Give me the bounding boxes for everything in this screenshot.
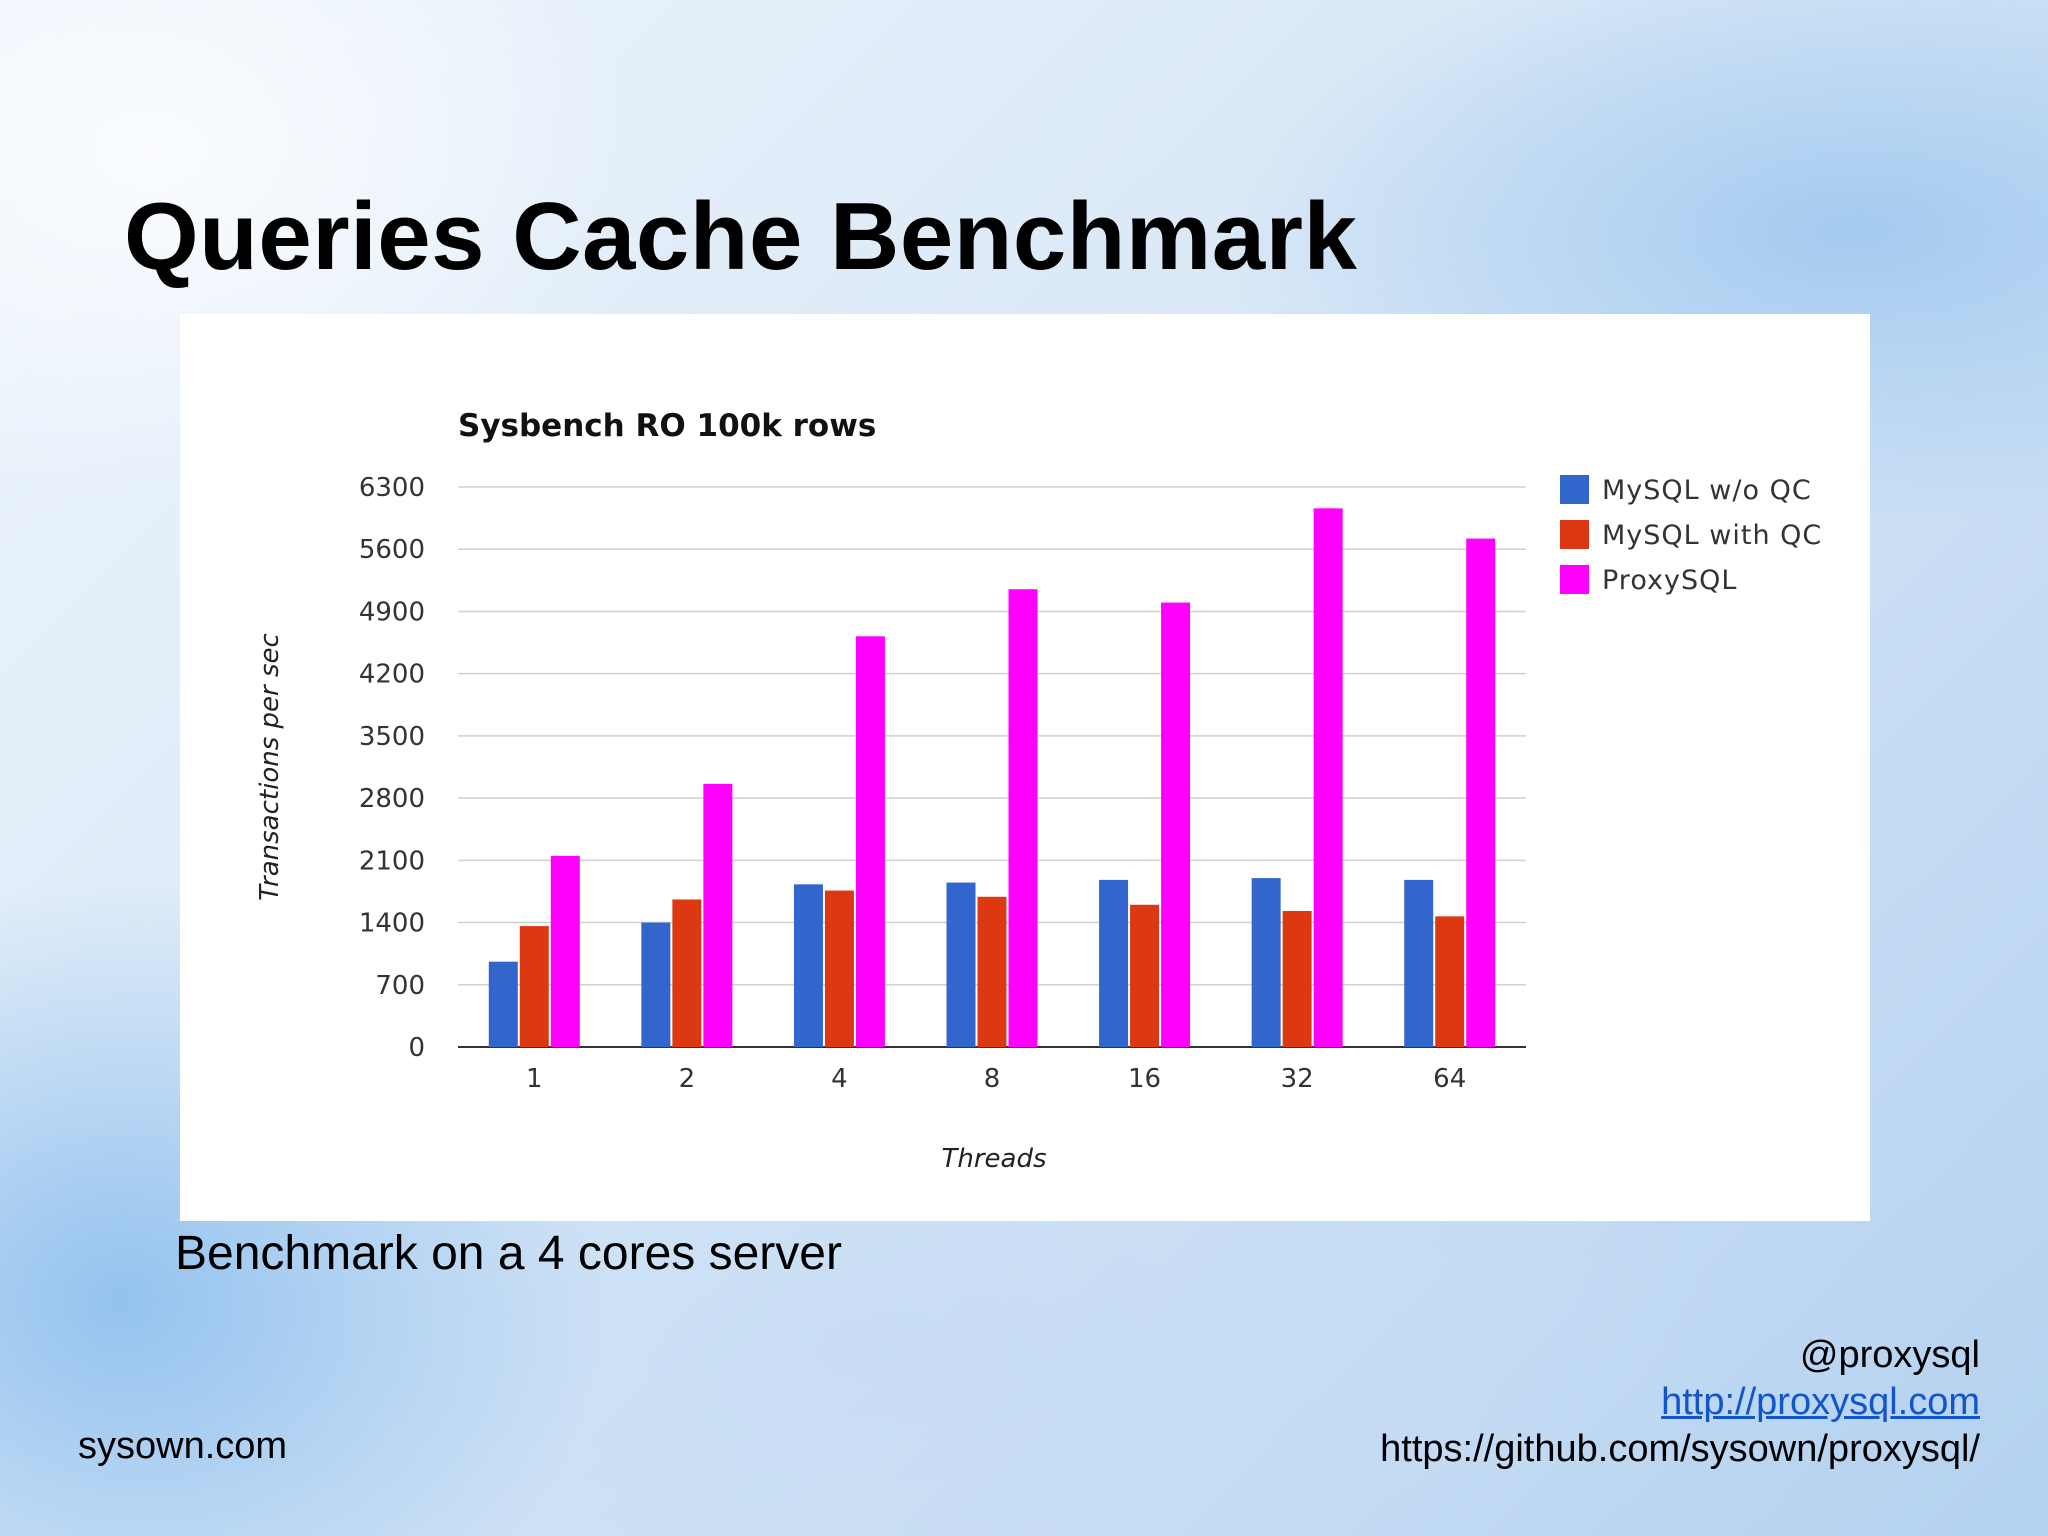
bar-proxysql-4	[855, 636, 885, 1047]
legend-swatch	[1560, 475, 1589, 504]
bar-mysql-with-qc-8	[977, 896, 1007, 1047]
bar-mysql-w-o-qc-32	[1251, 878, 1281, 1047]
footer-site: sysown.com	[78, 1425, 288, 1467]
bar-proxysql-16	[1161, 602, 1191, 1047]
x-tick-label: 8	[984, 1064, 1001, 1094]
bar-proxysql-64	[1466, 538, 1496, 1047]
gridlines	[458, 486, 1526, 1048]
twitter-handle: @proxysql	[1799, 1334, 1980, 1376]
y-tick-label: 2800	[359, 784, 425, 814]
bar-mysql-with-qc-1	[519, 926, 549, 1047]
website-link[interactable]: http://proxysql.com	[1661, 1381, 1980, 1423]
legend-swatch	[1560, 520, 1589, 549]
legend-swatch	[1560, 565, 1589, 594]
x-tick-label: 2	[679, 1064, 696, 1094]
y-tick-label: 6300	[359, 473, 425, 503]
legend: MySQL w/o QC MySQL with QC ProxySQL	[1560, 475, 1822, 596]
legend-label: MySQL w/o QC	[1602, 475, 1812, 506]
y-axis-ticks: 0 700 1400 2100 2800 3500 4200 4900 5600 6300	[359, 473, 425, 1063]
chart-panel: Sysbench RO 100k rows 0 700 1400 2100 2800 35…	[180, 314, 1870, 1221]
y-tick-label: 2100	[359, 846, 425, 876]
bar-proxysql-1	[550, 855, 580, 1047]
bar-mysql-w-o-qc-2	[641, 922, 671, 1047]
y-tick-label: 4900	[359, 597, 425, 627]
bars	[488, 508, 1496, 1047]
bar-mysql-w-o-qc-1	[488, 961, 518, 1047]
y-tick-label: 4200	[359, 660, 425, 690]
bar-chart: Sysbench RO 100k rows 0 700 1400 2100 2800 35…	[255, 408, 1822, 1174]
bar-mysql-with-qc-4	[824, 890, 854, 1047]
legend-label: MySQL with QC	[1602, 520, 1822, 551]
y-tick-label: 5600	[359, 535, 425, 565]
x-tick-label: 64	[1433, 1064, 1466, 1094]
bar-proxysql-32	[1313, 508, 1343, 1047]
bar-proxysql-8	[1008, 589, 1038, 1047]
slide-title: Queries Cache Benchmark	[124, 183, 1358, 290]
y-tick-label: 700	[375, 971, 425, 1001]
bar-mysql-with-qc-16	[1130, 904, 1160, 1047]
github-url: https://github.com/sysown/proxysql/	[1380, 1428, 1980, 1470]
x-tick-label: 1	[526, 1064, 543, 1094]
y-axis-title: Transactions per sec	[255, 633, 285, 901]
x-tick-label: 16	[1128, 1064, 1161, 1094]
bar-mysql-w-o-qc-8	[946, 882, 976, 1047]
x-tick-label: 4	[831, 1064, 848, 1094]
bar-mysql-with-qc-32	[1282, 911, 1312, 1047]
bar-proxysql-2	[703, 783, 733, 1047]
bar-mysql-with-qc-64	[1435, 916, 1465, 1047]
bar-mysql-with-qc-2	[672, 899, 702, 1047]
x-axis-ticks: 1 2 4 8 16 32 64	[526, 1064, 1466, 1094]
bar-mysql-w-o-qc-16	[1099, 879, 1129, 1047]
footer-contact: @proxysql http://proxysql.com https://gi…	[1380, 1332, 1980, 1473]
y-tick-label: 1400	[359, 909, 425, 939]
bar-mysql-w-o-qc-4	[793, 884, 823, 1047]
y-tick-label: 3500	[359, 722, 425, 752]
chart-title: Sysbench RO 100k rows	[458, 408, 876, 444]
bar-mysql-w-o-qc-64	[1404, 879, 1434, 1047]
y-tick-label: 0	[408, 1033, 425, 1063]
x-tick-label: 32	[1281, 1064, 1314, 1094]
x-axis-title: Threads	[941, 1144, 1046, 1174]
caption: Benchmark on a 4 cores server	[175, 1227, 842, 1280]
legend-label: ProxySQL	[1602, 565, 1737, 596]
